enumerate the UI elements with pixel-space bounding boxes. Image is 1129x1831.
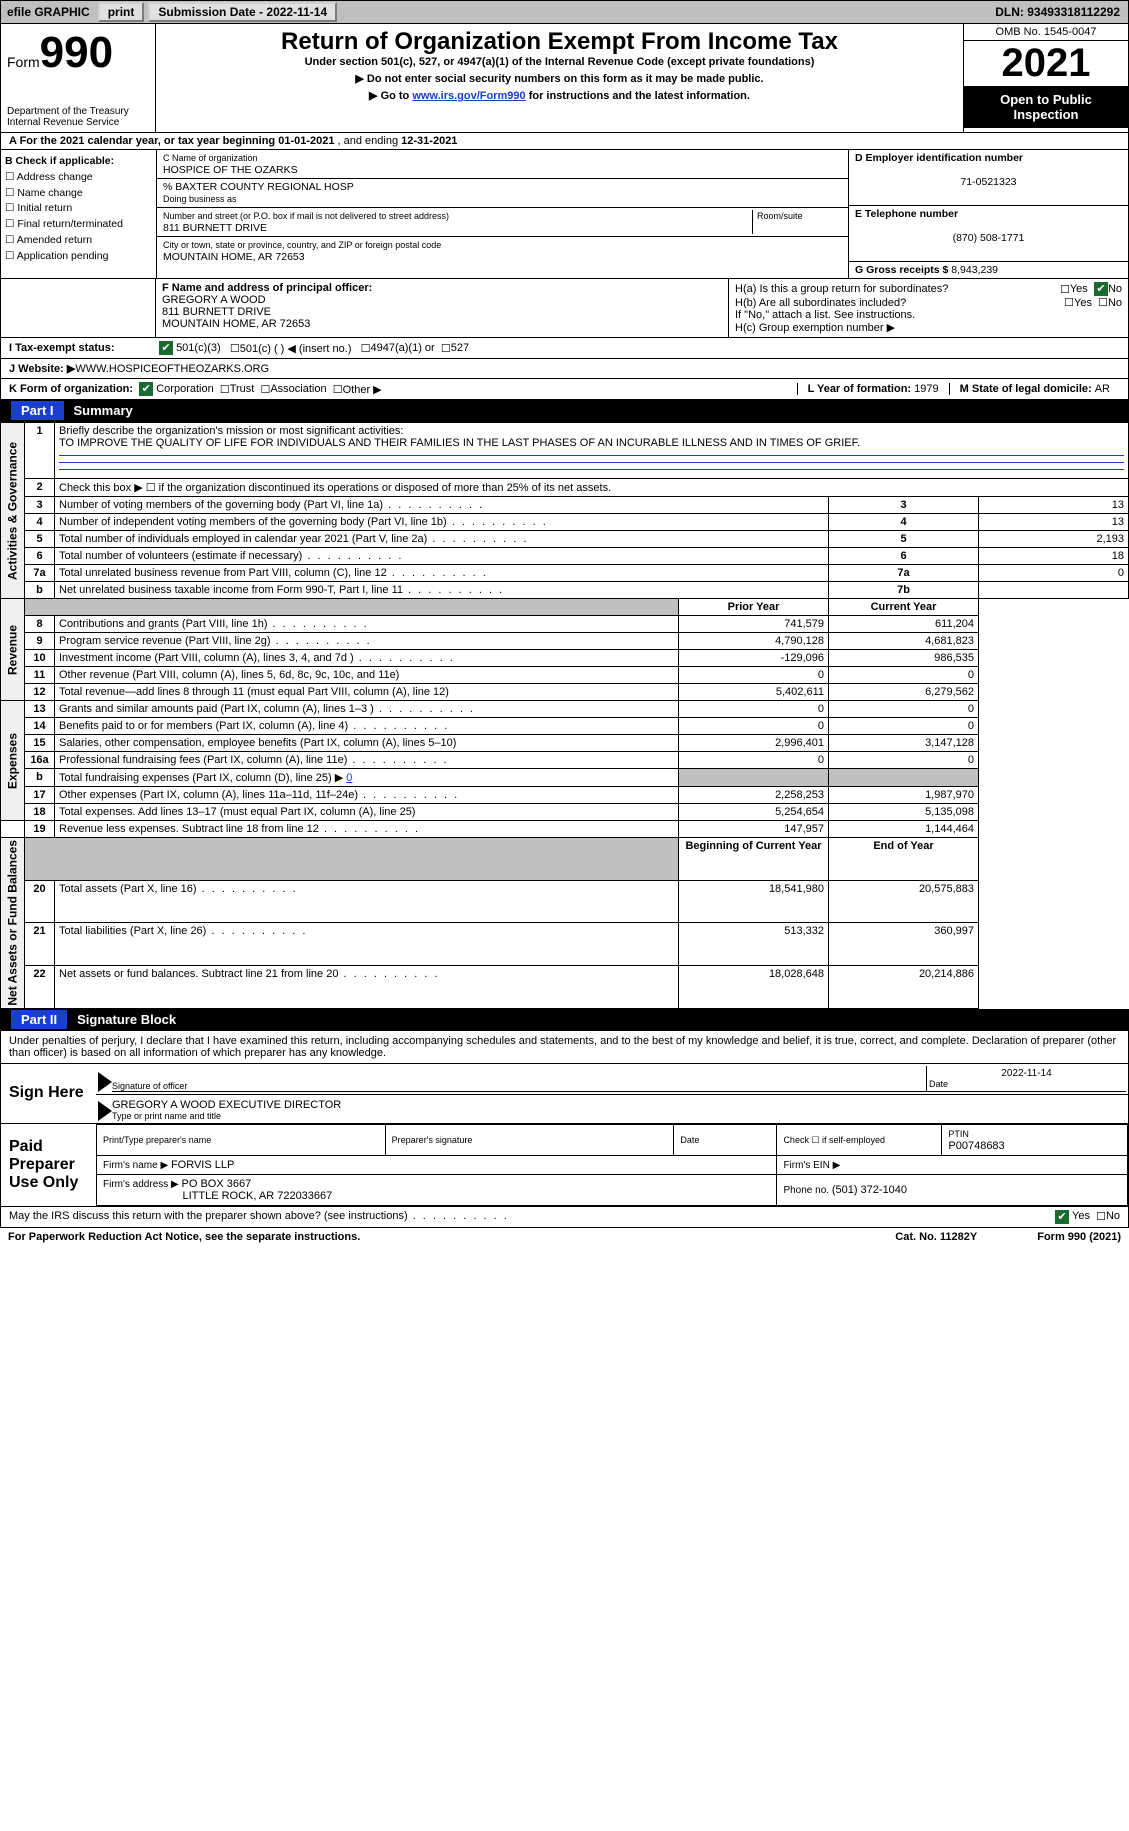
col-de: D Employer identification number 71-0521… xyxy=(848,150,1128,278)
form-id-cell: Form990 Department of the Treasury Inter… xyxy=(1,24,156,132)
section-bcde: B Check if applicable: ☐ Address change … xyxy=(0,150,1129,279)
part1-table: Activities & Governance 1 Briefly descri… xyxy=(0,422,1129,1009)
org-name: HOSPICE OF THE OZARKS xyxy=(163,164,298,176)
cb-address-change[interactable]: Address change xyxy=(17,171,93,183)
firm-addr2: LITTLE ROCK, AR 722033667 xyxy=(182,1190,332,1202)
sig-date: 2022-11-14 xyxy=(929,1068,1124,1079)
omb-number: OMB No. 1545-0047 xyxy=(964,24,1128,41)
dept-label: Department of the Treasury xyxy=(7,106,149,117)
irs-form990-link[interactable]: www.irs.gov/Form990 xyxy=(412,90,525,102)
officer-name: GREGORY A WOOD xyxy=(162,294,266,306)
cb-amended[interactable]: Amended return xyxy=(17,234,92,246)
org-careof: % BAXTER COUNTY REGIONAL HOSP xyxy=(163,181,354,193)
arrow-icon xyxy=(98,1101,112,1121)
sign-here-label: Sign Here xyxy=(1,1064,96,1123)
ha-label: H(a) Is this a group return for subordin… xyxy=(735,283,1060,295)
form-subtitle-1: Under section 501(c), 527, or 4947(a)(1)… xyxy=(160,56,959,68)
print-button[interactable]: print xyxy=(98,2,145,22)
col-c: C Name of organization HOSPICE OF THE OZ… xyxy=(156,150,848,278)
website: WWW.HOSPICEOFTHEOZARKS.ORG xyxy=(75,363,269,375)
vlabel-netassets: Net Assets or Fund Balances xyxy=(1,838,25,1009)
firm-phone: (501) 372-1040 xyxy=(832,1184,907,1196)
v4: 13 xyxy=(979,514,1129,531)
form-title: Return of Organization Exempt From Incom… xyxy=(160,28,959,56)
fundraising-link[interactable]: 0 xyxy=(346,772,352,784)
row-a: A For the 2021 calendar year, or tax yea… xyxy=(0,133,1129,150)
hb-label: H(b) Are all subordinates included? xyxy=(735,297,1064,309)
sign-here-block: Sign Here Signature of officer 2022-11-1… xyxy=(0,1064,1129,1124)
org-city: MOUNTAIN HOME, AR 72653 xyxy=(163,251,305,263)
v7b xyxy=(979,582,1129,599)
v5: 2,193 xyxy=(979,531,1129,548)
firm-name: FORVIS LLP xyxy=(171,1159,234,1171)
vlabel-governance: Activities & Governance xyxy=(1,423,25,599)
ptin: P00748683 xyxy=(948,1140,1004,1152)
toolbar: efile GRAPHIC print Submission Date - 20… xyxy=(0,0,1129,24)
v6: 18 xyxy=(979,548,1129,565)
v3: 13 xyxy=(979,497,1129,514)
form-subtitle-2: ▶ Do not enter social security numbers o… xyxy=(160,72,959,85)
tax-year: 2021 xyxy=(964,41,1128,86)
cb-501c3-checked: ✔ xyxy=(159,341,173,355)
form-header: Form990 Department of the Treasury Inter… xyxy=(0,24,1129,133)
v7a: 0 xyxy=(979,565,1129,582)
phone: (870) 508-1771 xyxy=(855,232,1122,244)
gross-receipts: 8,943,239 xyxy=(951,264,998,276)
efile-label: efile GRAPHIC xyxy=(1,5,96,19)
cat-no: Cat. No. 11282Y xyxy=(895,1231,977,1243)
firm-addr1: PO BOX 3667 xyxy=(182,1178,252,1190)
perjury-declaration: Under penalties of perjury, I declare th… xyxy=(0,1031,1129,1064)
row-fh: F Name and address of principal officer:… xyxy=(0,279,1129,338)
officer-addr2: MOUNTAIN HOME, AR 72653 xyxy=(162,318,310,330)
dln: DLN: 93493318112292 xyxy=(995,5,1128,19)
officer-addr1: 811 BURNETT DRIVE xyxy=(162,306,271,318)
h-note: If "No," attach a list. See instructions… xyxy=(735,309,1122,321)
cb-app-pending[interactable]: Application pending xyxy=(17,250,109,262)
mission-text: TO IMPROVE THE QUALITY OF LIFE FOR INDIV… xyxy=(59,437,860,449)
cb-name-change[interactable]: Name change xyxy=(17,187,82,199)
discuss-yes-checked: ✔ xyxy=(1055,1210,1069,1224)
irs-label: Internal Revenue Service xyxy=(7,117,149,128)
row-klm: K Form of organization: ✔ Corporation ☐ … xyxy=(0,379,1129,400)
row-i: I Tax-exempt status: ✔ 501(c)(3) ☐ 501(c… xyxy=(0,338,1129,359)
may-discuss-row: May the IRS discuss this return with the… xyxy=(0,1207,1129,1228)
form-title-cell: Return of Organization Exempt From Incom… xyxy=(156,24,963,132)
cb-final-return[interactable]: Final return/terminated xyxy=(17,218,123,230)
open-inspection: Open to Public Inspection xyxy=(964,86,1128,128)
officer-nametitle: GREGORY A WOOD EXECUTIVE DIRECTOR xyxy=(112,1099,1126,1111)
form-ref: Form 990 (2021) xyxy=(1037,1231,1121,1243)
state-domicile: AR xyxy=(1095,383,1110,395)
year-formation: 1979 xyxy=(914,383,938,395)
paid-preparer-block: Paid Preparer Use Only Print/Type prepar… xyxy=(0,1124,1129,1207)
ein: 71-0521323 xyxy=(855,176,1122,188)
submission-date-button[interactable]: Submission Date - 2022-11-14 xyxy=(148,2,337,22)
arrow-icon xyxy=(98,1072,112,1092)
part1-header: Part ISummary xyxy=(0,400,1129,422)
hc-label: H(c) Group exemption number ▶ xyxy=(735,321,1122,334)
form-subtitle-3: ▶ Go to www.irs.gov/Form990 for instruct… xyxy=(160,89,959,102)
form-year-cell: OMB No. 1545-0047 2021 Open to Public In… xyxy=(963,24,1128,132)
cb-corp-checked: ✔ xyxy=(139,382,153,396)
col-b-checkboxes: B Check if applicable: ☐ Address change … xyxy=(1,150,156,278)
footer: For Paperwork Reduction Act Notice, see … xyxy=(0,1228,1129,1246)
vlabel-revenue: Revenue xyxy=(1,599,25,701)
vlabel-expenses: Expenses xyxy=(1,701,25,821)
ha-no-checked: ✔ xyxy=(1094,282,1108,296)
paid-preparer-label: Paid Preparer Use Only xyxy=(1,1124,96,1206)
part2-header: Part IISignature Block xyxy=(0,1009,1129,1031)
row-j: J Website: ▶ WWW.HOSPICEOFTHEOZARKS.ORG xyxy=(0,359,1129,379)
cb-initial-return[interactable]: Initial return xyxy=(17,202,72,214)
org-street: 811 BURNETT DRIVE xyxy=(163,222,267,234)
